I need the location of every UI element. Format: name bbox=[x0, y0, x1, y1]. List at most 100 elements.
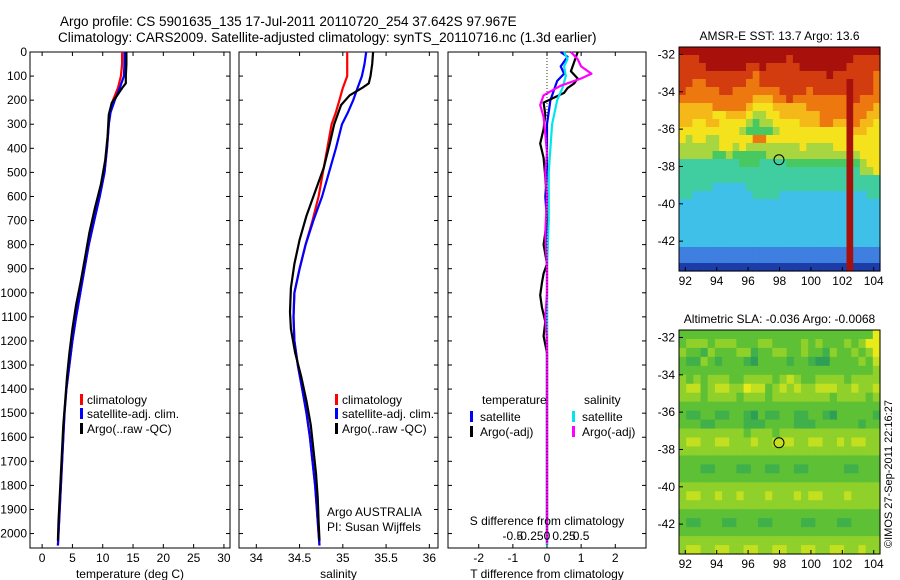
depth-tick-label: 1000 bbox=[0, 286, 27, 300]
sst_map-cell bbox=[853, 175, 861, 184]
sst_map-cell bbox=[806, 103, 814, 112]
sst_map-cell bbox=[819, 143, 827, 152]
sst_map-cell bbox=[799, 127, 807, 136]
sst_map-cell bbox=[732, 95, 740, 104]
sla_map-cell bbox=[722, 374, 730, 385]
sst_map-cell bbox=[725, 255, 734, 264]
sst_map-cell bbox=[799, 199, 807, 208]
sla_map-cell bbox=[858, 527, 867, 537]
sst_map-cell bbox=[839, 143, 848, 152]
sst_map-cell bbox=[866, 247, 874, 256]
sst_map-cell bbox=[739, 263, 747, 272]
sst_map-cell bbox=[799, 231, 807, 240]
sst_map-cell bbox=[819, 151, 827, 160]
sla_map-cell bbox=[865, 356, 874, 367]
sst_map-cell bbox=[839, 199, 848, 208]
sla_map-cell bbox=[808, 437, 816, 448]
sla_map-cell bbox=[686, 545, 694, 555]
sst_map-cell bbox=[685, 159, 693, 168]
sst_map-cell bbox=[806, 223, 814, 232]
sla_map-cell bbox=[836, 392, 845, 403]
sla_map-cell bbox=[700, 347, 709, 358]
sst_map-cell bbox=[833, 175, 841, 184]
sla_map-cell bbox=[858, 347, 867, 358]
sla_map-cell bbox=[679, 419, 687, 430]
sla_map-cell bbox=[808, 500, 816, 510]
sla_map-cell bbox=[686, 410, 694, 421]
sst_map-cell bbox=[786, 135, 794, 144]
sla_map-cell bbox=[822, 410, 831, 421]
sla_map-cell bbox=[801, 446, 809, 457]
sst_map-cell bbox=[732, 207, 740, 216]
sst_map-cell bbox=[813, 215, 821, 224]
sst_map-cell bbox=[846, 151, 854, 160]
sla_map-cell bbox=[865, 536, 874, 546]
temperature-xtick-label: 5 bbox=[69, 551, 76, 565]
sla_map-cell bbox=[729, 356, 738, 367]
sla_map-cell bbox=[765, 545, 773, 555]
sst_map-cell bbox=[746, 231, 754, 240]
sla_map-cell bbox=[714, 383, 723, 394]
sla_map-cell bbox=[822, 330, 831, 340]
sst_map-cell bbox=[866, 199, 874, 208]
sst_map-cell bbox=[792, 111, 801, 120]
sst_map-cell bbox=[746, 223, 754, 232]
sst_map-cell bbox=[699, 263, 707, 272]
sla_map-cell bbox=[858, 419, 867, 430]
sla_map-cell bbox=[700, 338, 709, 349]
sst_map-cell bbox=[725, 127, 734, 136]
sla_map-cell bbox=[851, 545, 860, 555]
sla_map-cell bbox=[844, 356, 852, 367]
sst_map-cell bbox=[699, 127, 707, 136]
sst_map-cell bbox=[819, 175, 827, 184]
sst_map-cell bbox=[799, 111, 807, 120]
sst_map-cell bbox=[692, 215, 700, 224]
sst_map-cell bbox=[873, 183, 881, 192]
sla_map-cell bbox=[707, 455, 716, 465]
sla_map-cell bbox=[793, 401, 802, 412]
sla_map-cell bbox=[743, 491, 752, 501]
sla_map-cell bbox=[793, 446, 802, 457]
sla_map-cell bbox=[779, 338, 788, 349]
sla_map-cell bbox=[700, 410, 709, 421]
sst_map-xtick-label: 98 bbox=[773, 274, 787, 288]
sla_map-cell bbox=[815, 518, 824, 528]
sst_map-cell bbox=[786, 199, 794, 208]
sla_map-cell bbox=[679, 536, 687, 546]
sla_map-cell bbox=[872, 446, 881, 457]
sla_map-cell bbox=[757, 374, 766, 385]
sst_map-cell bbox=[759, 119, 767, 128]
sla_map-cell bbox=[679, 527, 687, 537]
sla_map-cell bbox=[822, 392, 831, 403]
sst_map-cell bbox=[719, 47, 727, 56]
sst_map-cell bbox=[799, 191, 807, 200]
sla_map-cell bbox=[865, 392, 874, 403]
sst_map-cell bbox=[732, 135, 740, 144]
sla_map-cell bbox=[815, 491, 824, 501]
sst_map-cell bbox=[806, 263, 814, 272]
sla_map-cell bbox=[750, 347, 759, 358]
argo-pi-label: PI: Susan Wijffels bbox=[327, 520, 421, 534]
sla_map-cell bbox=[722, 536, 730, 546]
sla_map-cell bbox=[801, 464, 809, 474]
sst_map-cell bbox=[833, 151, 841, 160]
sla_map-cell bbox=[750, 455, 759, 465]
sla_map-cell bbox=[743, 455, 752, 465]
sst_map-cell bbox=[839, 191, 848, 200]
sla_map-cell bbox=[765, 428, 773, 439]
sla_map-cell bbox=[700, 545, 709, 555]
sla_map-cell bbox=[736, 455, 745, 465]
sst_map-cell bbox=[766, 167, 774, 176]
sla_map-cell bbox=[772, 338, 781, 349]
sst_map-cell bbox=[839, 151, 848, 160]
sla_map-cell bbox=[865, 464, 874, 474]
sst_map-cell bbox=[853, 119, 861, 128]
depth-tick-label: 1200 bbox=[0, 334, 27, 348]
sla_map-cell bbox=[714, 482, 723, 492]
sst_map-cell bbox=[779, 55, 787, 64]
sla_map-cell bbox=[836, 473, 845, 483]
sst_map-cell bbox=[712, 247, 720, 256]
salinity-xtick-label: 34.5 bbox=[288, 551, 312, 565]
sla_map-cell bbox=[707, 383, 716, 394]
sla_map-cell bbox=[793, 338, 802, 349]
